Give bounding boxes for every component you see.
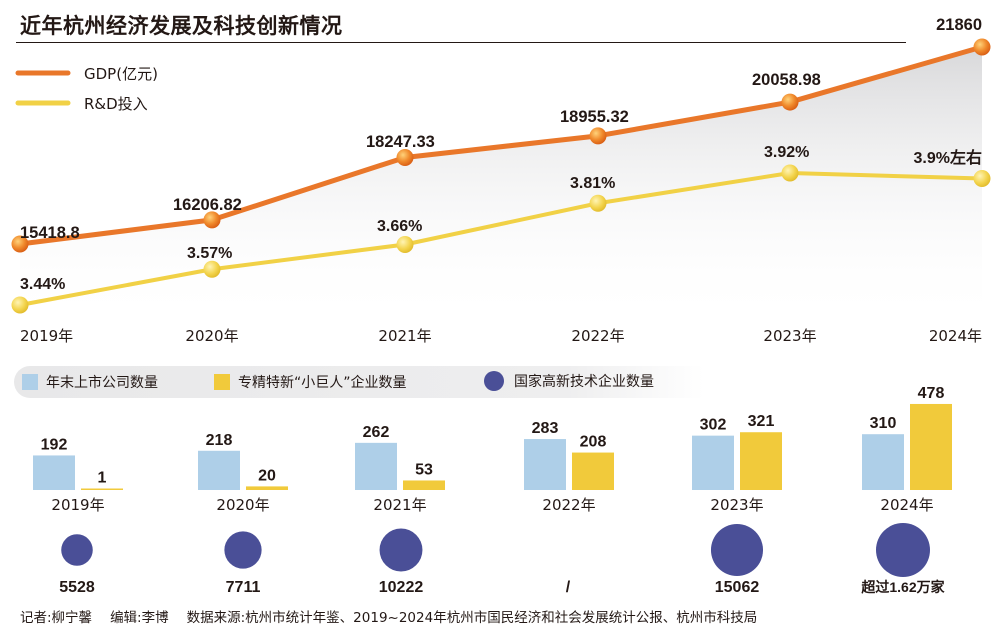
hitech-dot-2020年 [224,531,262,569]
legend-swatch-yellow [214,374,230,390]
bar-little-giant-value: 20 [258,467,276,484]
legend-item-listed: 年末上市公司数量 [22,373,158,391]
hitech-value-label: 5528 [59,579,95,596]
legend-gdp-label: GDP(亿元) [84,65,158,83]
gdp-point-2024年 [973,38,991,56]
hitech-dot-2024年 [876,523,930,577]
legend-label-hitech: 国家高新技术企业数量 [514,374,654,390]
bar-listed-value: 302 [700,417,727,434]
rd-point-2023年 [781,164,799,182]
hitech-dot-2023年 [710,523,764,577]
bar-listed-value: 218 [206,432,233,449]
legend-label-little-giant: 专精特新“小巨人”企业数量 [238,375,407,391]
rd-point-2019年 [11,296,29,314]
gdp-value-label: 18955.32 [560,108,629,126]
bar-listed-2019年 [33,455,75,490]
bar-little-giant-2024年 [910,403,952,490]
bar-little-giant-value: 478 [918,385,945,402]
bar-x-tick: 2024年 [880,496,933,514]
bar-x-tick: 2020年 [216,496,269,514]
bar-little-giant-value: 53 [415,461,433,478]
rd-line [19,171,983,307]
rd-value-label: 3.57% [187,245,232,262]
legend-item-little-giant: 专精特新“小巨人”企业数量 [214,373,407,391]
bar-listed-2020年 [198,450,240,490]
gdp-point-2020年 [203,211,221,229]
hitech-value-label: 超过1.62万家 [860,579,945,595]
legend-dot-navy [484,371,504,391]
line-x-tick: 2021年 [378,327,431,345]
gdp-line [19,44,983,247]
gdp-point-2023年 [781,93,799,111]
bar-little-giant-value: 321 [748,413,775,430]
rd-value-label: 3.44% [20,276,65,293]
gdp-point-2019年 [11,235,29,253]
footer-credits: 记者:柳宁馨 编辑:李博 数据来源:杭州市统计年鉴、2019~2024年杭州市国民经… [20,606,775,626]
rd-value-label: 3.81% [570,175,615,192]
line-x-tick: 2024年 [929,327,982,345]
gdp-value-label: 21860 [936,16,982,34]
bar-listed-value: 310 [870,415,897,432]
bar-listed-2022年 [524,439,566,490]
hitech-value-label: 7711 [226,579,261,596]
hitech-value-label: 10222 [379,579,424,596]
rd-point-2021年 [396,236,414,253]
title-rule [16,42,906,43]
bar-legend: 年末上市公司数量 专精特新“小巨人”企业数量 国家高新技术企业数量 [14,366,704,398]
footer-editor: 编辑:李博 [110,610,169,626]
rd-point-2020年 [203,260,221,278]
gdp-area-fill [20,47,982,325]
gdp-point-2021年 [396,148,414,166]
line-x-tick: 2020年 [185,327,238,345]
bar-little-giant-2020年 [246,486,288,490]
bar-x-tick: 2023年 [710,496,763,514]
bar-little-giant-value: 1 [98,470,107,487]
gdp-value-label: 20058.98 [752,71,821,89]
bar-listed-value: 192 [41,436,68,453]
line-x-tick: 2023年 [763,327,816,345]
legend-rd-label: R&D投入 [84,95,148,113]
bar-listed-2021年 [355,442,397,490]
legend-item-hitech: 国家高新技术企业数量 [484,371,654,391]
line-x-tick: 2022年 [571,327,624,345]
hitech-value-label: 15062 [715,579,760,596]
rd-point-2024年 [973,170,991,187]
gdp-point-2022年 [589,127,607,145]
gdp-value-label: 15418.8 [20,224,80,242]
rd-point-2022年 [589,194,607,212]
hitech-value-label: / [566,579,571,596]
chart-title: 近年杭州经济发展及科技创新情况 [20,14,343,38]
rd-value-label: 3.9%左右 [914,148,982,167]
line-x-tick: 2019年 [20,327,73,345]
gdp-value-label: 16206.82 [173,196,242,214]
footer-reporter: 记者:柳宁馨 [20,610,93,626]
bar-x-tick: 2019年 [51,496,104,514]
rd-value-label: 3.92% [764,144,809,161]
bar-little-giant-value: 208 [580,434,607,451]
legend-swatch-blue [22,374,38,390]
bar-listed-value: 283 [532,420,559,437]
bar-little-giant-2019年 [81,488,123,490]
bar-listed-2023年 [692,435,734,490]
rd-value-label: 3.66% [377,218,422,235]
bar-little-giant-2023年 [740,432,782,490]
bar-listed-value: 262 [363,424,390,441]
hitech-dot-2019年 [61,534,93,566]
bar-listed-2024年 [862,434,904,490]
hitech-dot-2021年 [379,528,423,572]
footer-source: 数据来源:杭州市统计年鉴、2019~2024年杭州市国民经济和社会发展统计公报、… [186,610,758,626]
bar-x-tick: 2022年 [542,496,595,514]
bar-little-giant-2021年 [403,480,445,490]
bar-little-giant-2022年 [572,452,614,490]
bar-x-tick: 2021年 [373,496,426,514]
gdp-value-label: 18247.33 [366,133,435,151]
legend-label-listed: 年末上市公司数量 [46,375,158,391]
